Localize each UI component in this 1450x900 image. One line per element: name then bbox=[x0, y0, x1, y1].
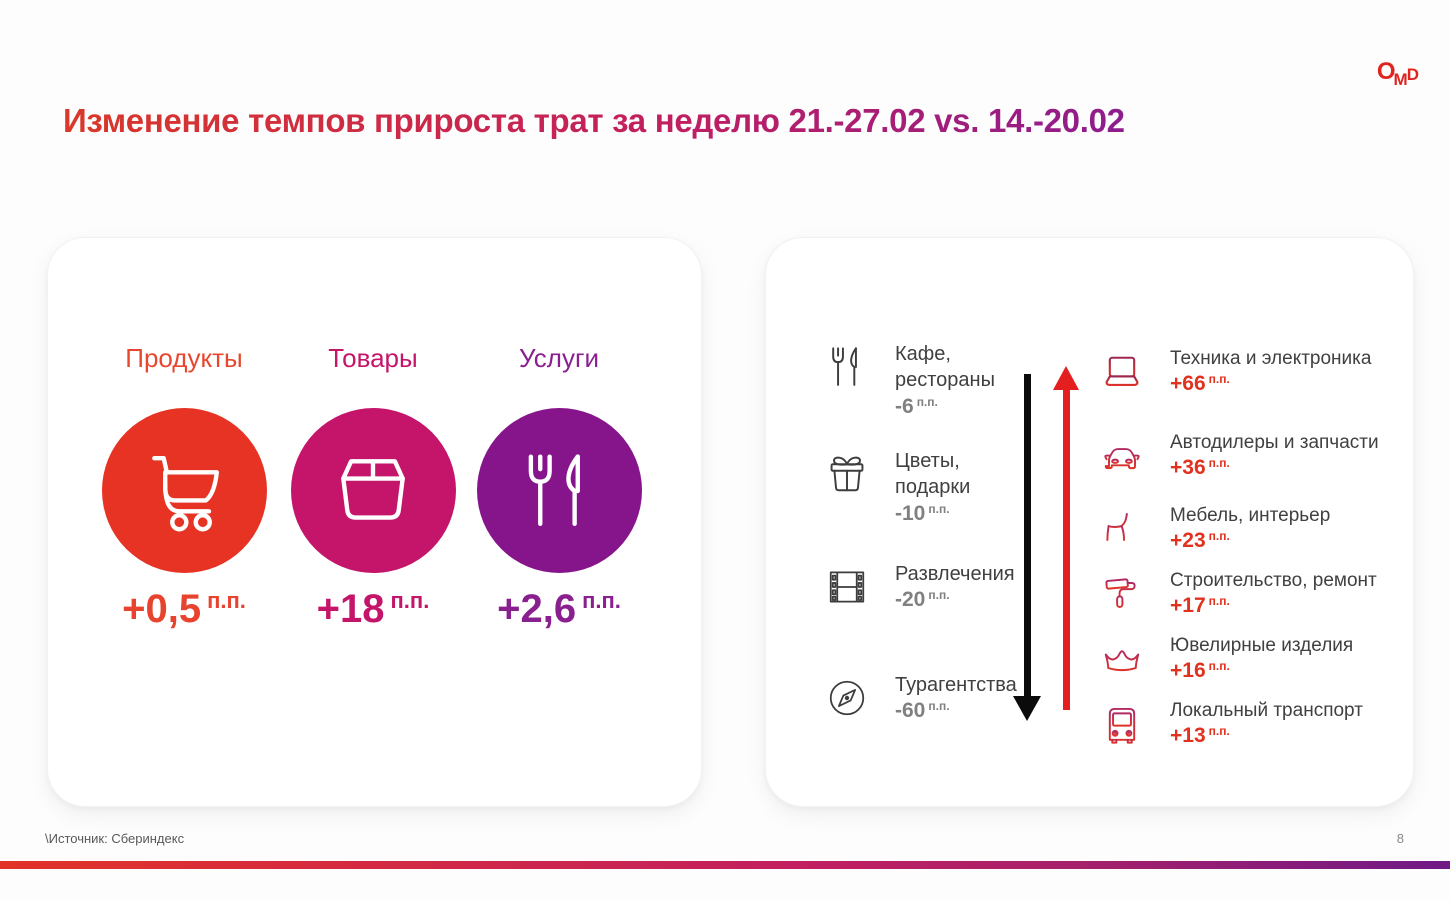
down-arrow-head-icon bbox=[1013, 696, 1041, 721]
decliner-row: Турагентства -60 п.п. bbox=[821, 672, 1051, 724]
decliner-label: Турагентства bbox=[895, 674, 1017, 696]
decliner-value: -10 п.п. bbox=[895, 501, 950, 525]
decliner-label: Кафе, рестораны bbox=[895, 343, 995, 392]
package-box-icon bbox=[323, 441, 423, 541]
decliner-value: -20 п.п. bbox=[895, 588, 950, 612]
summary-value: +0,5 п.п. bbox=[122, 587, 246, 631]
unit-label: п.п. bbox=[928, 699, 950, 714]
bus-icon bbox=[1096, 700, 1148, 752]
paint-roller-icon bbox=[1096, 570, 1148, 622]
gainer-row: Техника и электроника +66 п.п. bbox=[1096, 348, 1406, 400]
gainer-value: +17 п.п. bbox=[1170, 594, 1230, 617]
chair-icon bbox=[1096, 505, 1148, 557]
down-arrow bbox=[1024, 374, 1031, 698]
decliner-value: -60 п.п. bbox=[895, 699, 950, 723]
fork-knife-icon bbox=[509, 441, 609, 541]
gainer-label: Локальный транспорт bbox=[1170, 700, 1363, 721]
shopping-cart-icon bbox=[134, 441, 234, 541]
decliner-label: Развлечения bbox=[895, 563, 1015, 585]
gainer-label: Техника и электроника bbox=[1170, 348, 1372, 369]
up-arrow bbox=[1063, 388, 1070, 710]
products-circle bbox=[101, 408, 267, 573]
unit-label: п.п. bbox=[390, 588, 430, 613]
services-circle bbox=[476, 408, 642, 573]
car-icon bbox=[1096, 432, 1148, 484]
decliner-row: Цветы, подарки -10 п.п. bbox=[821, 448, 1051, 526]
unit-label: п.п. bbox=[1208, 724, 1230, 738]
summary-card: Продукты +0,5 п.п. Товары bbox=[47, 237, 702, 807]
gainer-row: Ювелирные изделия +16 п.п. bbox=[1096, 635, 1406, 687]
unit-label: п.п. bbox=[582, 588, 621, 613]
gainer-row: Строительство, ремонт +17 п.п. bbox=[1096, 570, 1406, 622]
logo-letter: O bbox=[1376, 58, 1396, 85]
gainer-value: +36 п.п. bbox=[1170, 456, 1230, 479]
summary-label: Продукты bbox=[125, 343, 243, 373]
unit-label: п.п. bbox=[1208, 456, 1230, 470]
logo-letter: D bbox=[1406, 65, 1419, 84]
summary-item-products: Продукты +0,5 п.п. bbox=[84, 343, 284, 632]
decliner-row: Кафе, рестораны -6 п.п. bbox=[821, 341, 1051, 419]
film-strip-icon bbox=[821, 561, 873, 613]
summary-value: +18 п.п. bbox=[316, 587, 430, 631]
gainer-value: +13 п.п. bbox=[1170, 724, 1230, 747]
gainer-row: Локальный транспорт +13 п.п. bbox=[1096, 700, 1406, 752]
page-number: 8 bbox=[1396, 831, 1404, 846]
gift-icon bbox=[821, 448, 873, 526]
gainer-row: Мебель, интерьер +23 п.п. bbox=[1096, 505, 1406, 557]
detail-card: Кафе, рестораны -6 п.п. bbox=[765, 237, 1414, 807]
decliner-value: -6 п.п. bbox=[895, 394, 938, 418]
gainer-value: +66 п.п. bbox=[1170, 372, 1230, 395]
unit-label: п.п. bbox=[1208, 529, 1230, 543]
decliner-row: Развлечения -20 п.п. bbox=[821, 561, 1051, 613]
unit-label: п.п. bbox=[1208, 659, 1230, 673]
page-title: Изменение темпов прироста трат за неделю… bbox=[63, 102, 1125, 139]
crown-icon bbox=[1096, 635, 1148, 687]
summary-value: +2,6 п.п. bbox=[497, 587, 621, 631]
logo-letter: M bbox=[1393, 70, 1408, 89]
summary-item-services: Услуги +2,6 п.п. bbox=[459, 343, 659, 632]
summary-item-goods: Товары +18 п.п. bbox=[273, 343, 473, 632]
unit-label: п.п. bbox=[928, 501, 950, 516]
bottom-gradient-bar bbox=[0, 861, 1450, 869]
gainer-label: Ювелирные изделия bbox=[1170, 635, 1354, 656]
summary-label: Услуги bbox=[519, 343, 599, 373]
unit-label: п.п. bbox=[1208, 372, 1230, 386]
compass-icon bbox=[821, 672, 873, 724]
gainer-row: Автодилеры и запчасти +36 п.п. bbox=[1096, 432, 1406, 484]
unit-label: п.п. bbox=[207, 588, 246, 613]
gainer-value: +16 п.п. bbox=[1170, 659, 1230, 682]
unit-label: п.п. bbox=[916, 394, 938, 409]
gainer-label: Строительство, ремонт bbox=[1170, 570, 1377, 591]
cafe-fork-knife-icon bbox=[821, 341, 873, 419]
goods-circle bbox=[290, 408, 456, 573]
unit-label: п.п. bbox=[928, 588, 950, 603]
up-arrow-head-icon bbox=[1053, 366, 1079, 390]
laptop-icon bbox=[1096, 348, 1148, 400]
source-note: \Источник: Сбериндекс bbox=[45, 831, 185, 846]
unit-label: п.п. bbox=[1208, 594, 1230, 608]
gainer-label: Автодилеры и запчасти bbox=[1170, 432, 1379, 453]
gainer-value: +23 п.п. bbox=[1170, 529, 1230, 552]
summary-label: Товары bbox=[328, 343, 418, 373]
decliner-label: Цветы, подарки bbox=[895, 450, 971, 499]
omd-logo: OMD bbox=[1376, 58, 1422, 89]
gainer-label: Мебель, интерьер bbox=[1170, 505, 1331, 526]
